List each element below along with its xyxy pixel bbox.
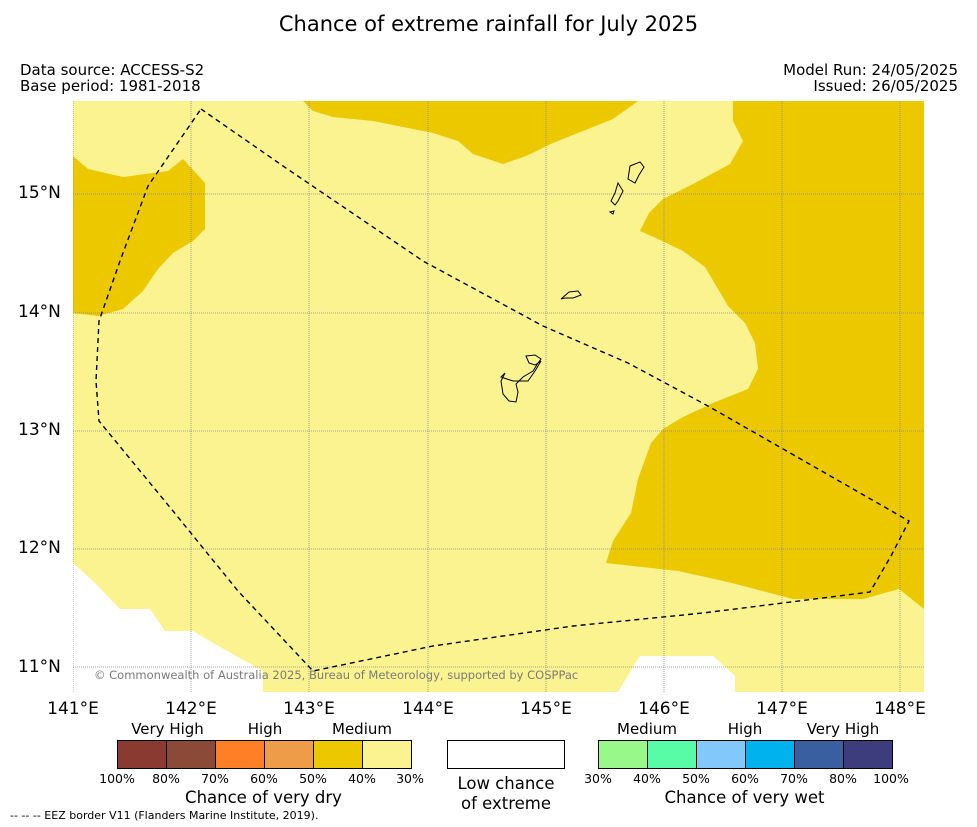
grid-lines: [73, 101, 924, 692]
medium-dry-region-north: [303, 101, 638, 164]
medium-dry-region-northwest: [73, 156, 205, 316]
wet-swatch-70-80: [795, 741, 844, 768]
base-period-text: Base period: 1981-2018: [20, 77, 201, 95]
dry-tick: 80%: [152, 771, 180, 786]
lon-label-141e: 141°E: [47, 699, 99, 719]
dry-header-high: High: [247, 720, 283, 738]
low-chance-label: Low chance of extreme: [432, 774, 580, 814]
wet-header-very-high: Very High: [806, 720, 880, 738]
dry-header-very-high: Very High: [131, 720, 204, 738]
wet-tick: 30%: [584, 771, 612, 786]
dry-tick: 70%: [201, 771, 229, 786]
dry-tick: 50%: [299, 771, 327, 786]
dry-tick: 30%: [396, 771, 424, 786]
wet-swatch-80-100: [844, 741, 892, 768]
dry-tick: 60%: [250, 771, 278, 786]
source-info: Data source: ACCESS-S2 Base period: 1981…: [20, 62, 204, 94]
low-chance-area-southwest: [73, 563, 263, 692]
island-outlines: [500, 161, 645, 403]
lat-label-12n: 12°N: [18, 538, 61, 558]
lon-label-143e: 143°E: [283, 699, 335, 719]
lat-label-14n: 14°N: [18, 302, 61, 322]
dry-colorbar: [117, 740, 412, 769]
lon-label-147e: 147°E: [756, 699, 808, 719]
wet-header-medium: Medium: [617, 720, 677, 738]
wet-header-high: High: [727, 720, 763, 738]
wet-swatch-30-40: [599, 741, 648, 768]
map-title: Chance of extreme rainfall for July 2025: [278, 12, 699, 36]
dry-swatch-50-40: [314, 741, 363, 768]
wet-tick: 100%: [873, 771, 909, 786]
dry-tick: 40%: [348, 771, 376, 786]
low-chance-swatch: [447, 740, 565, 769]
wet-tick: 60%: [731, 771, 759, 786]
issued-text: Issued: 26/05/2025: [813, 77, 958, 95]
low-chance-label-line2: of extreme: [460, 794, 552, 813]
medium-dry-region-east: [606, 101, 924, 609]
dry-swatch-100-80: [118, 741, 167, 768]
dry-tick: 100%: [99, 771, 135, 786]
dry-swatch-70-60: [216, 741, 265, 768]
run-info: Model Run: 24/05/2025 Issued: 26/05/2025: [783, 62, 958, 94]
lon-label-145e: 145°E: [520, 699, 572, 719]
dry-swatch-80-70: [167, 741, 216, 768]
copyright-notice: © Commonwealth of Australia 2025, Bureau…: [94, 668, 579, 682]
wet-tick: 80%: [829, 771, 857, 786]
dry-legend-title: Chance of very dry: [185, 788, 342, 807]
dry-swatch-60-50: [265, 741, 314, 768]
rota-island-outline: [560, 290, 582, 300]
wet-tick: 40%: [633, 771, 661, 786]
lon-label-144e: 144°E: [402, 699, 454, 719]
dry-header-medium: Medium: [332, 720, 392, 738]
wet-legend-title: Chance of very wet: [664, 788, 825, 807]
model-run-text: Model Run: 24/05/2025: [783, 61, 958, 79]
lon-label-146e: 146°E: [638, 699, 690, 719]
aguijan-island-outline: [608, 210, 615, 215]
wet-colorbar: [598, 740, 893, 769]
wet-swatch-50-60: [697, 741, 746, 768]
lat-label-13n: 13°N: [18, 420, 61, 440]
wet-tick: 70%: [780, 771, 808, 786]
wet-swatch-60-70: [746, 741, 795, 768]
lat-label-11n: 11°N: [18, 657, 61, 677]
low-chance-label-line1: Low chance: [457, 774, 555, 793]
dry-swatch-40-30: [363, 741, 411, 768]
guam-island-outline: [500, 354, 542, 403]
eez-footnote: -- -- -- EEZ border V11 (Flanders Marine…: [10, 809, 319, 822]
lon-label-148e: 148°E: [874, 699, 926, 719]
data-source-text: Data source: ACCESS-S2: [20, 61, 205, 79]
saipan-island-outline: [627, 161, 645, 184]
lon-label-142e: 142°E: [165, 699, 217, 719]
lat-label-15n: 15°N: [18, 183, 61, 203]
wet-swatch-40-50: [648, 741, 697, 768]
tinian-island-outline: [610, 181, 624, 206]
eez-border: [95, 108, 910, 672]
forecast-map: [73, 101, 924, 692]
low-chance-area-south: [618, 656, 735, 692]
wet-tick: 50%: [682, 771, 710, 786]
